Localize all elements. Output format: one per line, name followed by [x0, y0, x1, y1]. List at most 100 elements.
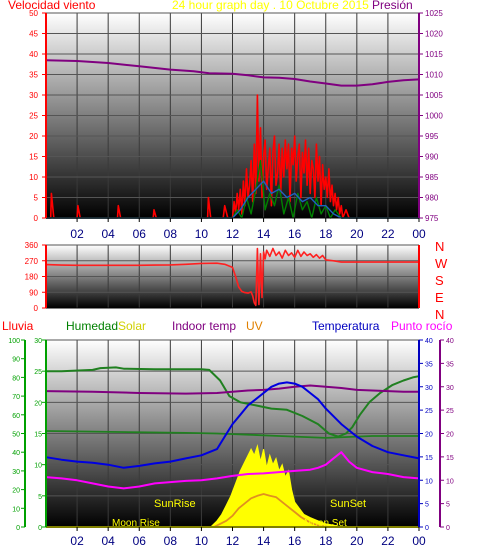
- panel-2-humidity-label-30: 30: [34, 338, 42, 345]
- panel-0-wind-label-30: 30: [29, 91, 38, 100]
- panel-0-wind-label-15: 15: [29, 153, 38, 162]
- panel-2-humidity-label-15: 15: [34, 432, 42, 439]
- panel-2-dew-label-0: 0: [446, 525, 450, 532]
- compass-n-bottom: N: [435, 307, 445, 322]
- annotation-moonrise: Moon Rise: [112, 518, 160, 529]
- panel-0-xtick-label-20: 20: [350, 227, 364, 241]
- panel-1-direction-label-270: 270: [25, 257, 39, 266]
- panel-0-xtick-label-16: 16: [288, 227, 302, 241]
- panel-0-xtick-label-22: 22: [381, 227, 395, 241]
- panel-2-dew-label-10: 10: [446, 478, 454, 485]
- panel-2-series-Humedad_interior: [45, 430, 419, 439]
- panel-2-series-Solar: [46, 444, 419, 528]
- panel-0-xtick-label-06: 06: [133, 227, 147, 241]
- panel-2-dew-label-15: 15: [446, 455, 454, 462]
- panel-2-xtick-label-20: 20: [350, 534, 364, 548]
- panel-2-temp-label-5: 5: [425, 502, 429, 509]
- panel-2-xtick-label-04: 04: [101, 534, 115, 548]
- panel-0-pressure-label-995: 995: [425, 132, 439, 141]
- legend-punto-rocio: Punto rocío: [391, 319, 453, 333]
- panel-2-rain-label-80: 80: [12, 375, 20, 382]
- panel-0-xtick-label-14: 14: [257, 227, 271, 241]
- panel-0-wind-label-35: 35: [29, 71, 38, 80]
- panel-2-rain-label-90: 90: [12, 357, 20, 364]
- panel-2-series-Humedad: [46, 366, 420, 438]
- compass-n-top: N: [435, 239, 445, 254]
- panel-2-xtick-label-12: 12: [226, 534, 240, 548]
- panel-2-series-Indoor temp: [45, 384, 419, 395]
- panel-0-wind-label-0: 0: [34, 214, 39, 223]
- panel-0-wind-label-25: 25: [29, 112, 38, 121]
- axes: 0510152025303540455097598098599099510001…: [8, 9, 454, 548]
- panel-0-pressure-label-1025: 1025: [425, 9, 443, 18]
- panel-0-pressure-label-980: 980: [425, 194, 439, 203]
- panel-0-pressure-label-1000: 1000: [425, 112, 443, 121]
- legend-lluvia: Lluvia: [2, 319, 34, 333]
- compass-w: W: [435, 256, 448, 271]
- panel-2-rain-label-20: 20: [12, 488, 20, 495]
- panel-2-dew-label-35: 35: [446, 361, 454, 368]
- panel-2-xtick-label-18: 18: [319, 534, 333, 548]
- panel-2-dew-label-40: 40: [446, 338, 454, 345]
- panel-1-direction-label-90: 90: [29, 288, 38, 297]
- compass-s: S: [435, 273, 444, 288]
- legend-uv: UV: [246, 319, 263, 333]
- compass-e: E: [435, 290, 444, 305]
- panel-0-wind-label-10: 10: [29, 173, 38, 182]
- panel-2-temp-label-30: 30: [425, 385, 433, 392]
- panel-2-dew-label-5: 5: [446, 502, 450, 509]
- panel-2-rain-label-0: 0: [16, 525, 20, 532]
- panel-2-rain-label-70: 70: [12, 394, 20, 401]
- panel-2-xtick-label-16: 16: [288, 534, 302, 548]
- panel-2-xtick-label-22: 22: [381, 534, 395, 548]
- panel-2-temp-label-35: 35: [425, 361, 433, 368]
- panel-2-series-UV: [46, 493, 419, 528]
- panel-0-xtick-label-12: 12: [226, 227, 240, 241]
- panel-1-direction-label-360: 360: [25, 241, 39, 250]
- panel-2-rain-label-50: 50: [12, 432, 20, 439]
- panel-2-xtick-label-06: 06: [133, 534, 147, 548]
- panel-2-humidity-label-0: 0: [38, 525, 42, 532]
- panel-0-series-viento_medio_verde: [46, 159, 419, 219]
- panel-2-xtick-label-02: 02: [70, 534, 84, 548]
- panel-2-xtick-label-00: 00: [412, 534, 426, 548]
- panel-1-direction-label-0: 0: [34, 304, 39, 313]
- panel-2-dew-label-25: 25: [446, 408, 454, 415]
- panel-2-xtick-label-10: 10: [195, 534, 209, 548]
- panel-0-wind-label-5: 5: [34, 194, 39, 203]
- panel-2-series-Temperatura: [45, 381, 420, 469]
- panel-1-direction-label-180: 180: [25, 273, 39, 282]
- panel-0-pressure-label-1015: 1015: [425, 50, 443, 59]
- legend-solar: Solar: [118, 319, 147, 333]
- panel-2-temp-label-20: 20: [425, 432, 433, 439]
- panel-2-rain-label-40: 40: [12, 450, 20, 457]
- panel-0-pressure-label-985: 985: [425, 173, 439, 182]
- panel-0-pressure-label-1020: 1020: [425, 30, 443, 39]
- panel-2-temp-label-15: 15: [425, 455, 433, 462]
- panel-2-humidity-label-25: 25: [34, 369, 42, 376]
- panel-2-dew-label-30: 30: [446, 385, 454, 392]
- panel-2-temp-label-25: 25: [425, 408, 433, 415]
- wind-speed-label: Velocidad viento: [8, 0, 96, 12]
- panel-0-pressure-label-1005: 1005: [425, 91, 443, 100]
- panel-1-series-Dirección viento: [45, 247, 419, 307]
- panel-0-pressure-label-1010: 1010: [425, 71, 443, 80]
- panel-2-rain-label-100: 100: [8, 338, 20, 345]
- panel-0-series-Presión: [45, 59, 420, 87]
- annotation-moonset: Moon Set: [304, 518, 347, 529]
- panel-0-xtick-label-02: 02: [70, 227, 84, 241]
- annotation-sunrise: SunRise: [154, 498, 196, 510]
- pressure-label: Presión: [372, 0, 413, 12]
- panel-2-humidity-label-20: 20: [34, 400, 42, 407]
- panel-0-wind-label-45: 45: [29, 30, 38, 39]
- panel-2-temp-label-0: 0: [425, 525, 429, 532]
- panel-2-rain-label-10: 10: [12, 506, 20, 513]
- panel-0-series-viento_medio_azul: [46, 180, 419, 219]
- panel-0-wind-label-20: 20: [29, 132, 38, 141]
- panel-0-wind-label-40: 40: [29, 50, 38, 59]
- panel-2-temp-label-40: 40: [425, 338, 433, 345]
- chart-title: 24 hour graph day . 10 Octubre 2015: [172, 0, 369, 12]
- legend-humedad: Humedad: [66, 319, 119, 333]
- panel-2-humidity-label-5: 5: [38, 494, 42, 501]
